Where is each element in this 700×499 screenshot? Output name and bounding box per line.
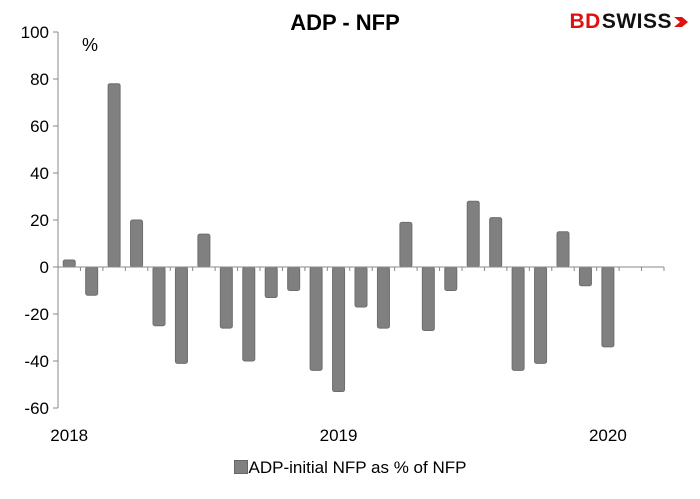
bar xyxy=(421,266,435,331)
bar xyxy=(287,266,301,291)
bar xyxy=(376,266,390,329)
bar xyxy=(332,266,346,393)
y-tick-label: -60 xyxy=(24,399,49,418)
bar xyxy=(62,259,76,268)
bar xyxy=(354,266,368,308)
y-tick-label: 20 xyxy=(30,211,49,230)
y-tick-label: -40 xyxy=(24,352,49,371)
bar xyxy=(511,266,525,371)
bar xyxy=(107,83,121,268)
x-tick-label: 2019 xyxy=(320,426,358,445)
bar xyxy=(219,266,233,329)
y-tick-label: 60 xyxy=(30,117,49,136)
x-tick-label: 2020 xyxy=(589,426,627,445)
bar xyxy=(444,266,458,291)
bar xyxy=(601,266,615,348)
y-tick-label: 100 xyxy=(21,23,49,42)
brand-logo-part1: BD xyxy=(569,10,601,33)
legend-swatch xyxy=(233,460,248,474)
bar xyxy=(197,233,211,268)
bar xyxy=(242,266,256,362)
y-unit-label: % xyxy=(82,35,99,55)
bar xyxy=(130,219,144,268)
bar xyxy=(534,266,548,364)
y-tick-label: 40 xyxy=(30,164,49,183)
bar xyxy=(264,266,278,299)
bar xyxy=(578,266,592,287)
legend-label: ADP-initial NFP as % of NFP xyxy=(248,458,467,477)
chart-title: ADP - NFP xyxy=(290,10,400,35)
bar xyxy=(556,231,570,268)
y-tick-label: 0 xyxy=(40,258,49,277)
x-tick-label: 2018 xyxy=(50,426,88,445)
brand-logo: BD SWISS xyxy=(569,10,688,34)
bar xyxy=(309,266,323,371)
brand-logo-part2: SWISS xyxy=(601,10,672,33)
bar xyxy=(399,221,413,268)
y-tick-label: 80 xyxy=(30,70,49,89)
chart-legend: ADP-initial NFP as % of NFP xyxy=(0,458,700,478)
arrow-icon xyxy=(674,17,688,27)
bar xyxy=(85,266,99,296)
bar xyxy=(489,217,503,268)
bar xyxy=(174,266,188,364)
y-tick-label: -20 xyxy=(24,305,49,324)
bar xyxy=(152,266,166,327)
bar xyxy=(466,200,480,268)
